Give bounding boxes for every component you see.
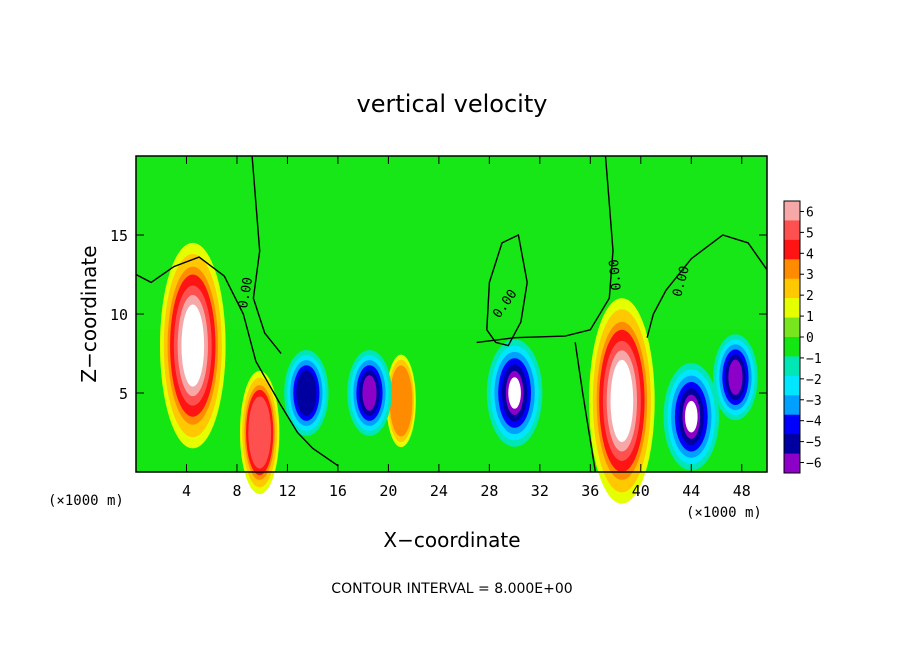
zero-contour-line — [135, 256, 339, 467]
field-level-ellipse — [610, 359, 634, 442]
x-tick-label: 32 — [531, 482, 549, 500]
colorbar-tick-label: −4 — [806, 415, 822, 430]
colorbar-swatch — [784, 239, 800, 260]
chart-title: vertical velocity — [357, 90, 548, 118]
colorbar-tick-label: 4 — [806, 247, 814, 262]
x-unit-label-right: (×1000 m) — [686, 505, 762, 521]
x-tick-label: 4 — [182, 482, 191, 500]
y-axis-label: Z−coordinate — [77, 245, 101, 382]
zero-contours — [135, 155, 768, 473]
zero-contour-line — [574, 342, 597, 473]
colorbar-tick-label: 3 — [806, 268, 814, 283]
y-tick-label: 10 — [110, 306, 128, 324]
field-feature-updraft — [589, 298, 655, 504]
colorbar-swatch — [784, 278, 800, 299]
x-tick-label: 44 — [682, 482, 700, 500]
x-tick-label: 36 — [581, 482, 599, 500]
colorbar-swatch — [784, 356, 800, 377]
y-axis-ticks: 5 10 15 — [110, 227, 767, 403]
field-feature-updraft — [239, 370, 280, 495]
colorbar-tick-label: −6 — [806, 457, 822, 472]
colorbar-swatch — [784, 201, 800, 221]
velocity-field — [136, 156, 767, 504]
field-level-ellipse — [684, 400, 698, 433]
field-feature-downdraft — [486, 339, 543, 447]
colorbar-tick-label: −1 — [806, 352, 822, 367]
contour-label: 0.00 — [607, 259, 625, 292]
x-tick-label: 28 — [480, 482, 498, 500]
x-tick-label: 12 — [278, 482, 296, 500]
colorbar-tick-label: 1 — [806, 310, 814, 325]
upper-field-band — [136, 156, 767, 330]
x-tick-label: 20 — [379, 482, 397, 500]
x-axis-label: X−coordinate — [383, 528, 520, 552]
x-tick-label: 24 — [430, 482, 448, 500]
x-tick-label: 48 — [733, 482, 751, 500]
y-tick-label: 15 — [110, 227, 128, 245]
colorbar-swatch — [784, 414, 800, 435]
x-axis-ticks: 4 8 12 16 20 24 28 32 36 40 44 48 — [182, 156, 751, 500]
colorbar-swatch — [784, 337, 800, 357]
colorbar-tick-label: 6 — [806, 205, 814, 220]
colorbar-swatch — [784, 395, 800, 416]
colorbar-swatch — [784, 375, 800, 396]
colorbar: 6 5 4 3 2 1 0 −1 −2 −3 −4 −5 −6 — [783, 200, 822, 474]
colorbar-swatch — [784, 220, 800, 241]
field-feature-downdraft — [347, 350, 392, 436]
colorbar-tick-label: 5 — [806, 226, 814, 241]
field-feature-downdraft — [713, 334, 758, 421]
colorbar-swatch — [784, 317, 800, 338]
y-tick-label: 5 — [119, 385, 128, 403]
x-unit-label-left: (×1000 m) — [48, 493, 124, 509]
field-level-ellipse — [389, 365, 413, 437]
x-tick-label: 16 — [329, 482, 347, 500]
field-feature-updraft — [159, 242, 226, 449]
field-level-ellipse — [362, 375, 377, 411]
x-tick-label: 8 — [232, 482, 241, 500]
colorbar-tick-label: 0 — [806, 331, 814, 346]
field-level-ellipse — [728, 359, 743, 395]
zero-contour-line — [486, 233, 528, 347]
x-tick-label: 40 — [632, 482, 650, 500]
colorbar-tick-label: −5 — [806, 436, 822, 451]
field-feature-updraft — [386, 354, 416, 448]
colorbar-swatch — [784, 453, 800, 474]
zero-contour-line — [251, 155, 282, 354]
colorbar-swatch — [784, 298, 800, 319]
zero-contour-line — [476, 155, 614, 344]
colorbar-tick-label: −3 — [806, 394, 822, 409]
zero-contour-line — [646, 234, 768, 338]
colorbar-swatch — [784, 434, 800, 455]
field-level-ellipse — [508, 377, 521, 409]
colorbar-tick-label: 2 — [806, 289, 814, 304]
field-feature-downdraft — [284, 350, 329, 436]
colorbar-swatch — [784, 259, 800, 280]
contour-label: 0.00 — [236, 276, 256, 309]
field-level-ellipse — [296, 370, 317, 416]
field-feature-downdraft — [663, 362, 720, 471]
contour-interval-footer: CONTOUR INTERVAL = 8.000E+00 — [331, 581, 572, 597]
field-level-ellipse — [181, 304, 205, 387]
field-level-ellipse — [248, 396, 272, 469]
colorbar-tick-label: −2 — [806, 373, 822, 388]
